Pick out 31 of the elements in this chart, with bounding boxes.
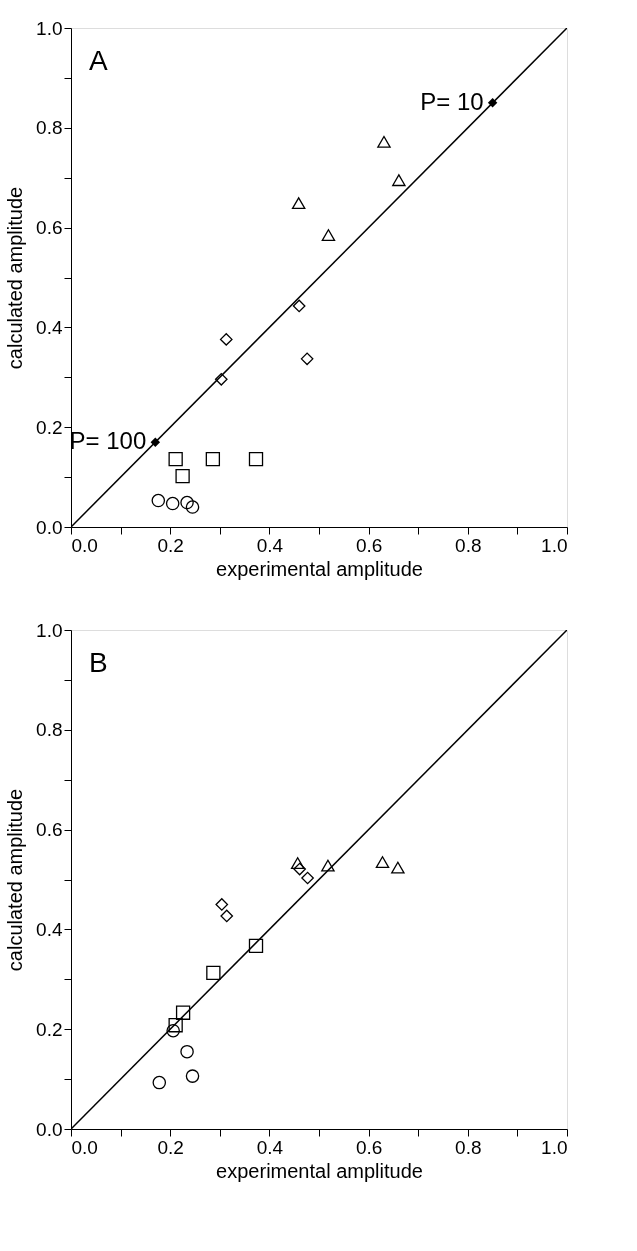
y-tick-label: 0.2 (36, 1018, 63, 1040)
y-tick-label: 0.6 (36, 819, 63, 841)
x-tick-label: 0.8 (455, 534, 482, 556)
y-tick-label: 1.0 (36, 619, 63, 641)
x-tick-label: 0.0 (71, 1136, 98, 1158)
x-tick-label: 0.0 (71, 534, 98, 556)
x-axis-title: experimental amplitude (216, 557, 423, 580)
x-tick-label: 1.0 (541, 1136, 568, 1158)
annotation: P= 10 (420, 87, 484, 115)
y-tick-label: 0.8 (36, 719, 63, 741)
y-tick-label: 0.0 (36, 516, 63, 538)
y-tick-label: 0.8 (36, 117, 63, 139)
y-tick-label: 1.0 (36, 17, 63, 39)
x-axis-title: experimental amplitude (216, 1159, 423, 1182)
x-tick-label: 0.2 (157, 1136, 184, 1158)
x-tick-label: 0.4 (256, 534, 284, 556)
x-tick-label: 1.0 (541, 534, 568, 556)
x-tick-label: 0.2 (157, 534, 184, 556)
x-tick-label: 0.8 (455, 1136, 482, 1158)
y-axis-title: calculated amplitude (4, 186, 27, 370)
annotation: B (89, 647, 108, 678)
y-tick-label: 0.4 (36, 316, 63, 338)
y-axis-title: calculated amplitude (4, 788, 27, 972)
x-tick-label: 0.6 (355, 534, 383, 556)
y-tick-label: 0.0 (36, 1118, 63, 1140)
y-tick-label: 0.2 (36, 416, 63, 438)
x-tick-label: 0.6 (355, 1136, 383, 1158)
y-tick-label: 0.4 (36, 918, 63, 940)
y-tick-label: 0.6 (36, 217, 63, 239)
annotation: A (89, 45, 108, 76)
x-tick-label: 0.4 (256, 1136, 284, 1158)
